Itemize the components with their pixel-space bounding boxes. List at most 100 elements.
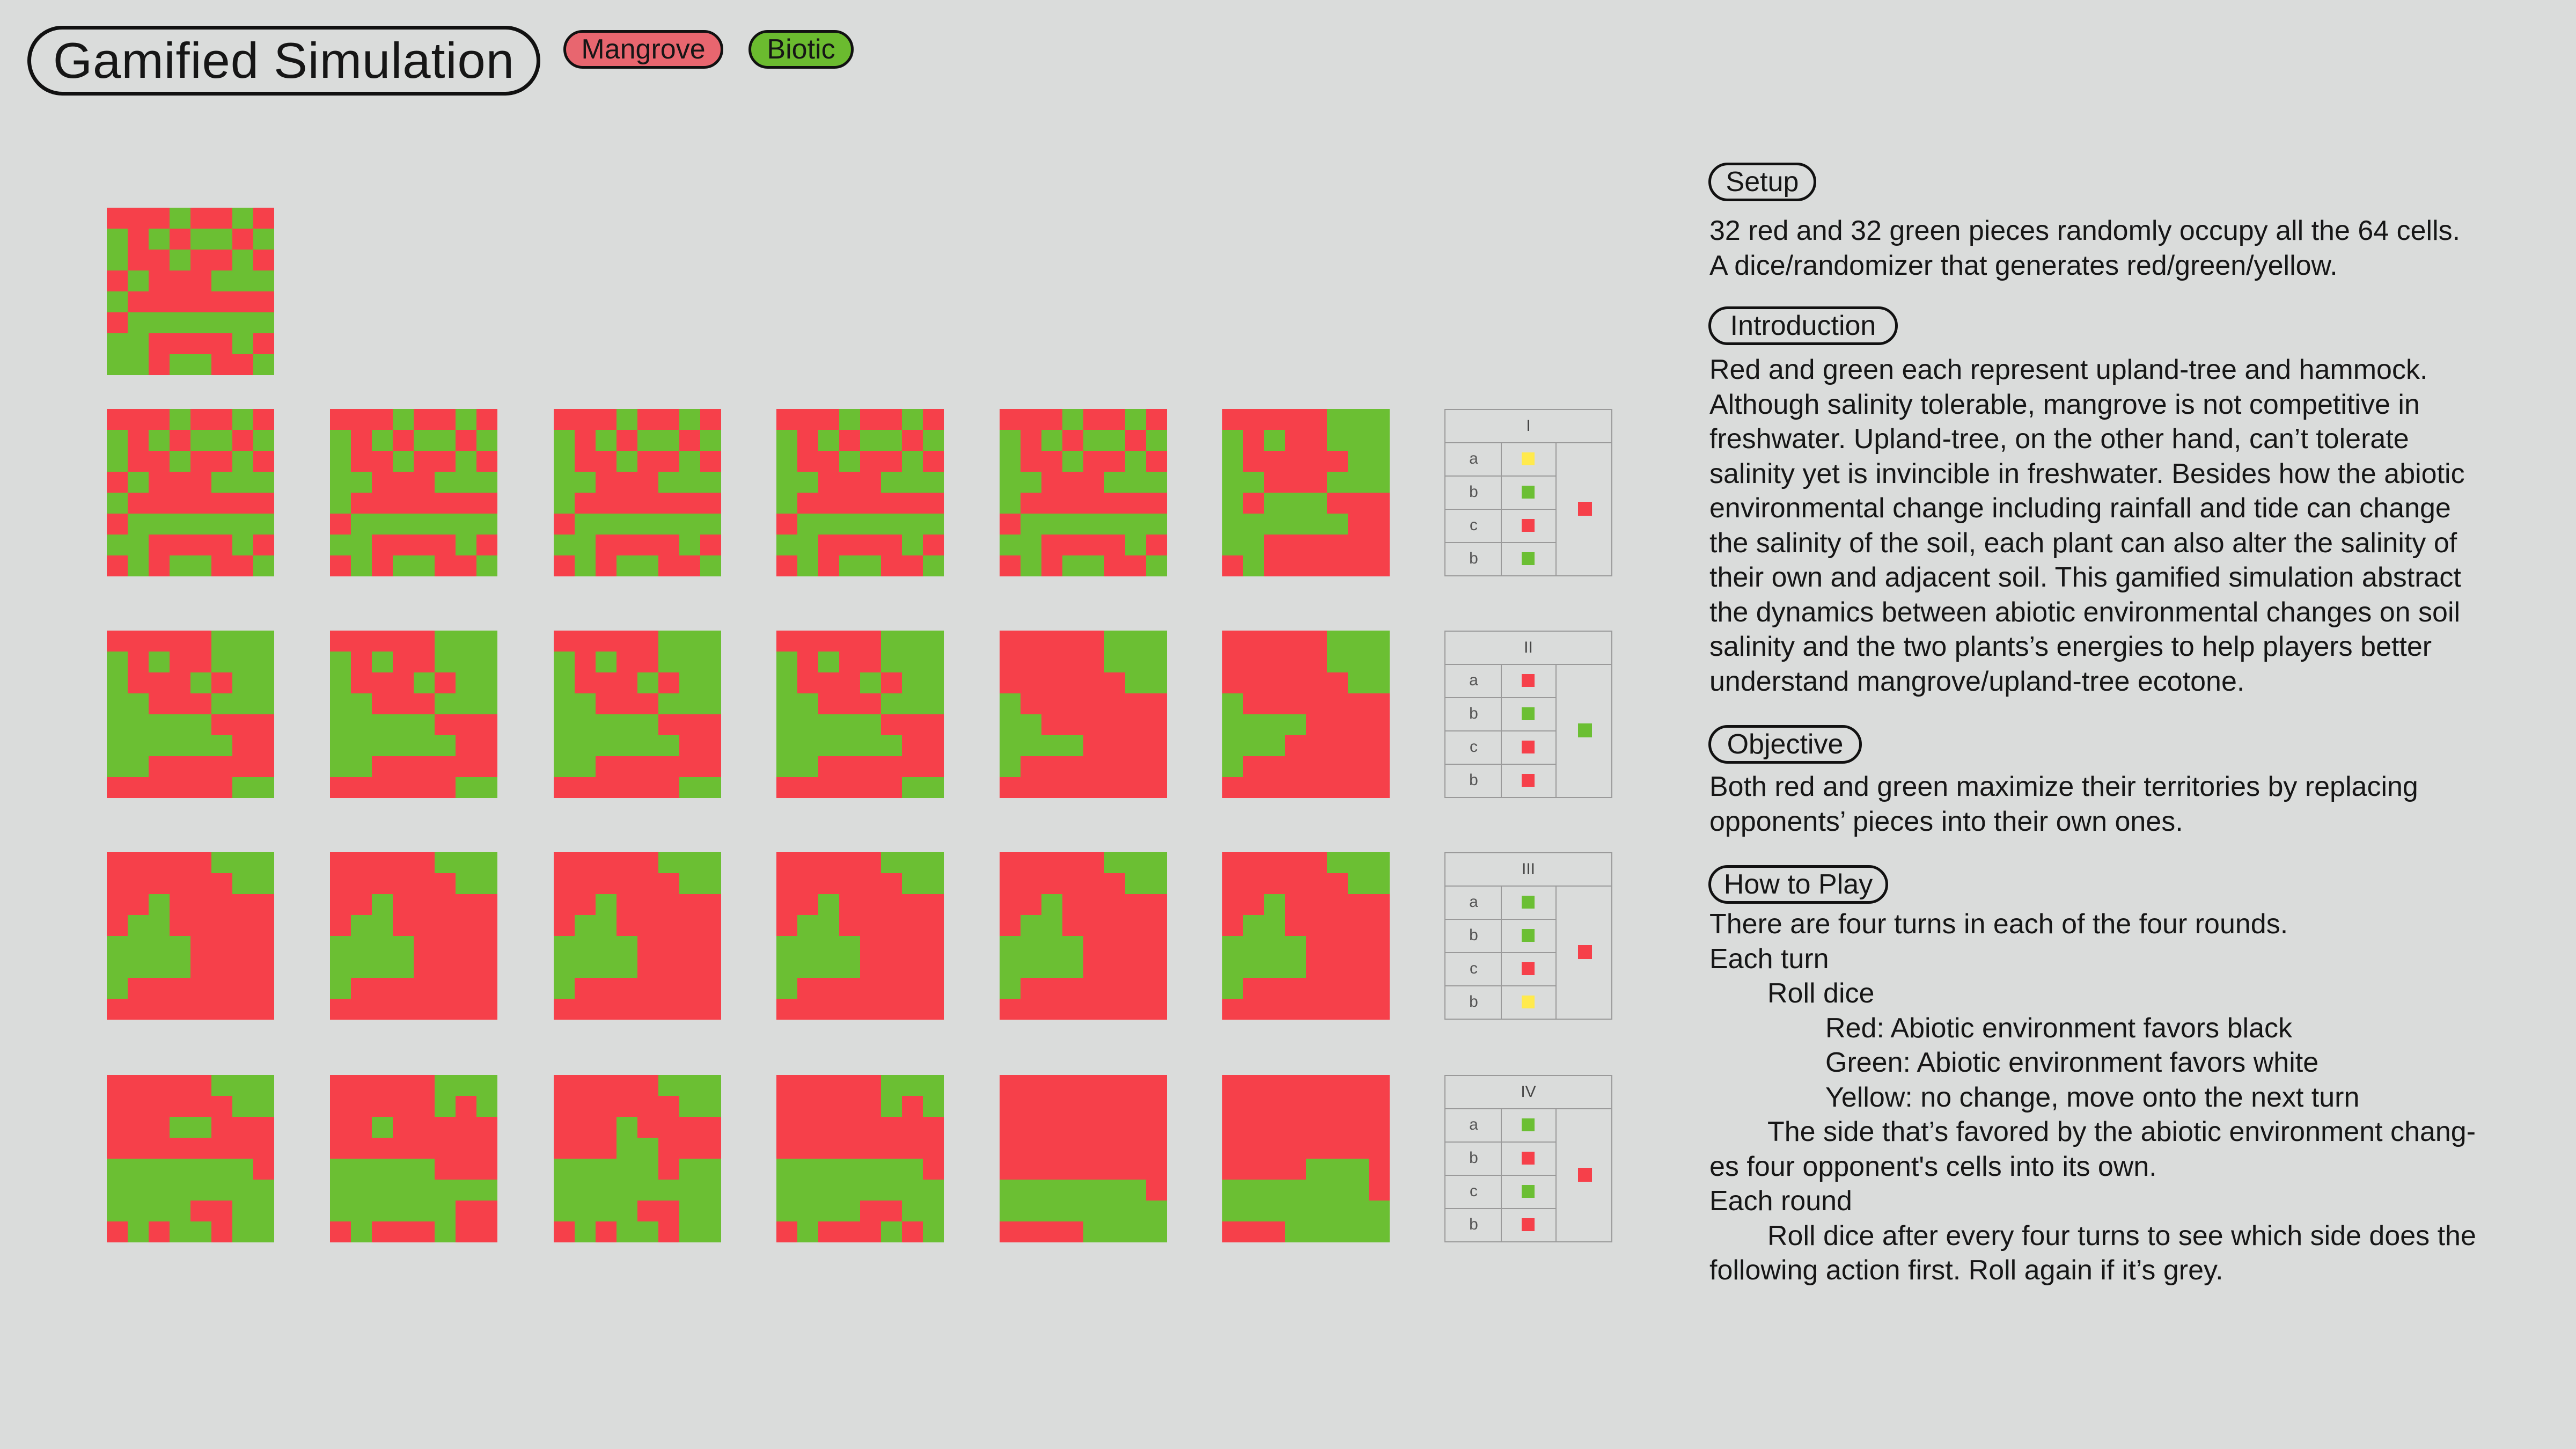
board-cell xyxy=(476,514,497,535)
board-cell xyxy=(902,535,923,555)
board-cell xyxy=(658,915,679,936)
board-cell xyxy=(351,735,372,756)
board-cell xyxy=(1104,957,1125,978)
board-cell xyxy=(1000,1138,1021,1159)
board-cell xyxy=(617,493,637,514)
board-cell xyxy=(351,493,372,514)
board-cell xyxy=(128,1159,149,1180)
board-cell xyxy=(902,1138,923,1159)
board-cell xyxy=(190,535,211,555)
board-cell xyxy=(797,493,818,514)
board-cell xyxy=(1104,514,1125,535)
board-cell xyxy=(149,250,170,270)
board-cell xyxy=(1285,451,1306,472)
board-cell xyxy=(860,472,881,493)
board-cell xyxy=(554,409,575,430)
board-cell xyxy=(1306,652,1327,672)
board-cell xyxy=(1041,756,1062,777)
board-cell xyxy=(1125,936,1146,957)
board-cell xyxy=(476,693,497,714)
board-cell xyxy=(860,1221,881,1242)
board-cell xyxy=(575,915,596,936)
board-cell xyxy=(797,852,818,873)
board-cell xyxy=(393,1159,414,1180)
board-cell xyxy=(860,915,881,936)
board-cell xyxy=(330,1221,351,1242)
board-cell xyxy=(170,852,190,873)
board-cell xyxy=(617,1075,637,1096)
board-cell xyxy=(1285,672,1306,693)
board-cell xyxy=(211,1075,232,1096)
board-cell xyxy=(1285,514,1306,535)
board-cell xyxy=(818,631,839,652)
board-cell xyxy=(700,409,721,430)
board-cell xyxy=(107,354,128,375)
board-cell xyxy=(372,555,393,576)
board-cell xyxy=(860,535,881,555)
board-cell xyxy=(860,493,881,514)
board-cell xyxy=(1243,451,1264,472)
board-cell xyxy=(232,756,253,777)
board-cell xyxy=(190,1138,211,1159)
board-cell xyxy=(776,1117,797,1138)
board-cell xyxy=(107,535,128,555)
turn-label: b xyxy=(1469,705,1478,722)
board-cell xyxy=(456,1201,476,1221)
board-cell xyxy=(1222,535,1243,555)
board-cell xyxy=(1041,873,1062,894)
board-cell xyxy=(617,693,637,714)
board-cell xyxy=(351,652,372,672)
board-cell xyxy=(1369,472,1390,493)
board-cell xyxy=(881,430,902,451)
board-cell xyxy=(1062,735,1083,756)
board-cell xyxy=(232,1159,253,1180)
board-cell xyxy=(1000,555,1021,576)
board-cell xyxy=(1222,652,1243,672)
board-cell xyxy=(658,555,679,576)
board-cell xyxy=(1306,756,1327,777)
board-cell xyxy=(700,672,721,693)
board-cell xyxy=(1327,535,1348,555)
board-cell xyxy=(923,451,944,472)
board-cell xyxy=(881,852,902,873)
board-cell xyxy=(1041,915,1062,936)
board-cell xyxy=(1285,894,1306,915)
dice-roll-table-4: IV a b c b xyxy=(1444,1075,1612,1242)
board-cell xyxy=(575,852,596,873)
board-cell xyxy=(1083,535,1104,555)
board-cell xyxy=(1104,1221,1125,1242)
board-cell xyxy=(554,631,575,652)
board-cell xyxy=(1104,1096,1125,1117)
board-cell xyxy=(1285,1096,1306,1117)
board-cell xyxy=(923,693,944,714)
board-cell xyxy=(456,915,476,936)
board-cell xyxy=(1369,693,1390,714)
board-cell xyxy=(818,1180,839,1201)
board-cell xyxy=(637,1096,658,1117)
board-cell xyxy=(253,672,274,693)
turn-label: c xyxy=(1470,1182,1478,1200)
board-cell xyxy=(575,514,596,535)
board-cell xyxy=(839,714,860,735)
board-cell xyxy=(149,693,170,714)
board-cell xyxy=(679,1117,700,1138)
board-cell xyxy=(1083,873,1104,894)
board-cell xyxy=(170,555,190,576)
board-cell xyxy=(149,493,170,514)
board-cell xyxy=(107,777,128,798)
board-cell xyxy=(435,631,456,652)
turn-dice-result xyxy=(1522,774,1535,787)
board-cell xyxy=(149,672,170,693)
board-cell xyxy=(476,1159,497,1180)
board-cell xyxy=(1021,852,1041,873)
board-cell xyxy=(1021,555,1041,576)
turn-dice-result xyxy=(1522,1118,1535,1131)
board-cell xyxy=(1146,756,1167,777)
board-cell xyxy=(679,1096,700,1117)
board-cell xyxy=(351,1201,372,1221)
board-cell xyxy=(1146,894,1167,915)
board-cell xyxy=(232,631,253,652)
board-cell xyxy=(1243,978,1264,999)
board-cell xyxy=(1264,430,1285,451)
board-cell xyxy=(211,978,232,999)
